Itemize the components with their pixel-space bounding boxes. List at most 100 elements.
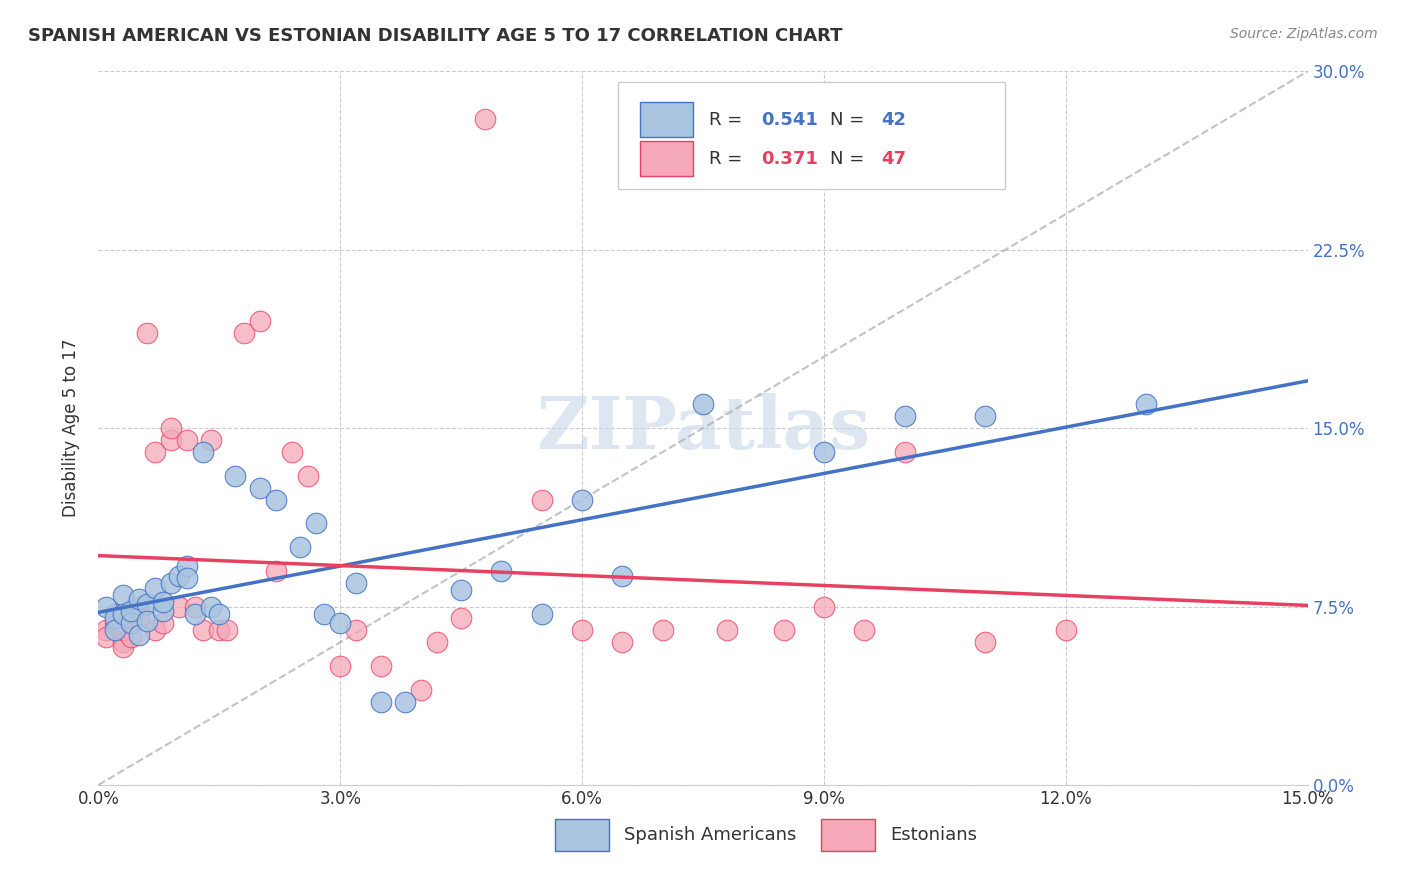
- Text: ZIPatlas: ZIPatlas: [536, 392, 870, 464]
- Point: [111, 588, 134, 602]
- Point: [974, 635, 997, 649]
- Text: R =: R =: [709, 111, 748, 128]
- Text: 42: 42: [880, 111, 905, 128]
- Point: [772, 624, 794, 638]
- Point: [200, 599, 222, 614]
- Point: [208, 624, 231, 638]
- Text: Source: ZipAtlas.com: Source: ZipAtlas.com: [1230, 27, 1378, 41]
- Point: [249, 481, 271, 495]
- Point: [135, 597, 157, 611]
- Point: [893, 445, 915, 459]
- Point: [184, 607, 207, 621]
- Point: [135, 614, 157, 628]
- Text: N =: N =: [830, 111, 870, 128]
- FancyBboxPatch shape: [555, 819, 609, 851]
- Point: [530, 607, 553, 621]
- Point: [143, 445, 166, 459]
- Text: Estonians: Estonians: [890, 826, 977, 844]
- Point: [305, 516, 328, 531]
- Point: [111, 624, 134, 638]
- Point: [96, 599, 118, 614]
- Point: [176, 571, 198, 585]
- Point: [152, 595, 174, 609]
- Point: [135, 326, 157, 340]
- Point: [813, 599, 835, 614]
- Point: [394, 695, 416, 709]
- Text: 47: 47: [880, 150, 905, 168]
- Text: Spanish Americans: Spanish Americans: [624, 826, 797, 844]
- Point: [1054, 624, 1077, 638]
- Point: [143, 624, 166, 638]
- Point: [152, 616, 174, 631]
- Point: [120, 611, 142, 625]
- Point: [208, 607, 231, 621]
- Point: [120, 604, 142, 618]
- Point: [160, 575, 183, 590]
- Point: [167, 568, 190, 582]
- Point: [111, 640, 134, 654]
- Point: [893, 409, 915, 424]
- Point: [167, 599, 190, 614]
- Point: [692, 397, 714, 411]
- Point: [651, 624, 673, 638]
- Point: [491, 564, 513, 578]
- Point: [128, 628, 150, 642]
- Point: [264, 492, 287, 507]
- Point: [612, 635, 634, 649]
- Point: [249, 314, 271, 328]
- Point: [612, 568, 634, 582]
- Point: [224, 468, 246, 483]
- Point: [409, 682, 432, 697]
- FancyBboxPatch shape: [821, 819, 875, 851]
- Point: [217, 624, 239, 638]
- Point: [716, 624, 738, 638]
- Text: SPANISH AMERICAN VS ESTONIAN DISABILITY AGE 5 TO 17 CORRELATION CHART: SPANISH AMERICAN VS ESTONIAN DISABILITY …: [28, 27, 842, 45]
- Point: [152, 604, 174, 618]
- Point: [176, 433, 198, 447]
- Point: [111, 635, 134, 649]
- Point: [474, 112, 496, 126]
- Point: [128, 611, 150, 625]
- Point: [96, 624, 118, 638]
- Point: [200, 433, 222, 447]
- Point: [264, 564, 287, 578]
- Point: [344, 575, 367, 590]
- Point: [370, 695, 392, 709]
- Point: [120, 631, 142, 645]
- Point: [426, 635, 449, 649]
- Point: [111, 607, 134, 621]
- Point: [96, 631, 118, 645]
- Text: R =: R =: [709, 150, 748, 168]
- Point: [450, 582, 472, 597]
- Point: [120, 616, 142, 631]
- Point: [571, 624, 593, 638]
- Point: [571, 492, 593, 507]
- Y-axis label: Disability Age 5 to 17: Disability Age 5 to 17: [62, 339, 80, 517]
- Point: [193, 624, 215, 638]
- Point: [530, 492, 553, 507]
- Point: [1135, 397, 1157, 411]
- FancyBboxPatch shape: [640, 141, 693, 177]
- Point: [813, 445, 835, 459]
- FancyBboxPatch shape: [640, 102, 693, 137]
- Point: [974, 409, 997, 424]
- Point: [450, 611, 472, 625]
- Point: [143, 581, 166, 595]
- Point: [160, 421, 183, 435]
- Point: [329, 616, 352, 631]
- Text: 0.371: 0.371: [761, 150, 818, 168]
- Point: [176, 559, 198, 574]
- Text: 0.541: 0.541: [761, 111, 818, 128]
- Point: [329, 659, 352, 673]
- Point: [103, 624, 125, 638]
- Point: [103, 607, 125, 621]
- FancyBboxPatch shape: [619, 82, 1005, 189]
- Point: [232, 326, 254, 340]
- Point: [370, 659, 392, 673]
- Point: [184, 599, 207, 614]
- Point: [281, 445, 304, 459]
- Point: [128, 599, 150, 614]
- Point: [103, 616, 125, 631]
- Point: [297, 468, 319, 483]
- Point: [344, 624, 367, 638]
